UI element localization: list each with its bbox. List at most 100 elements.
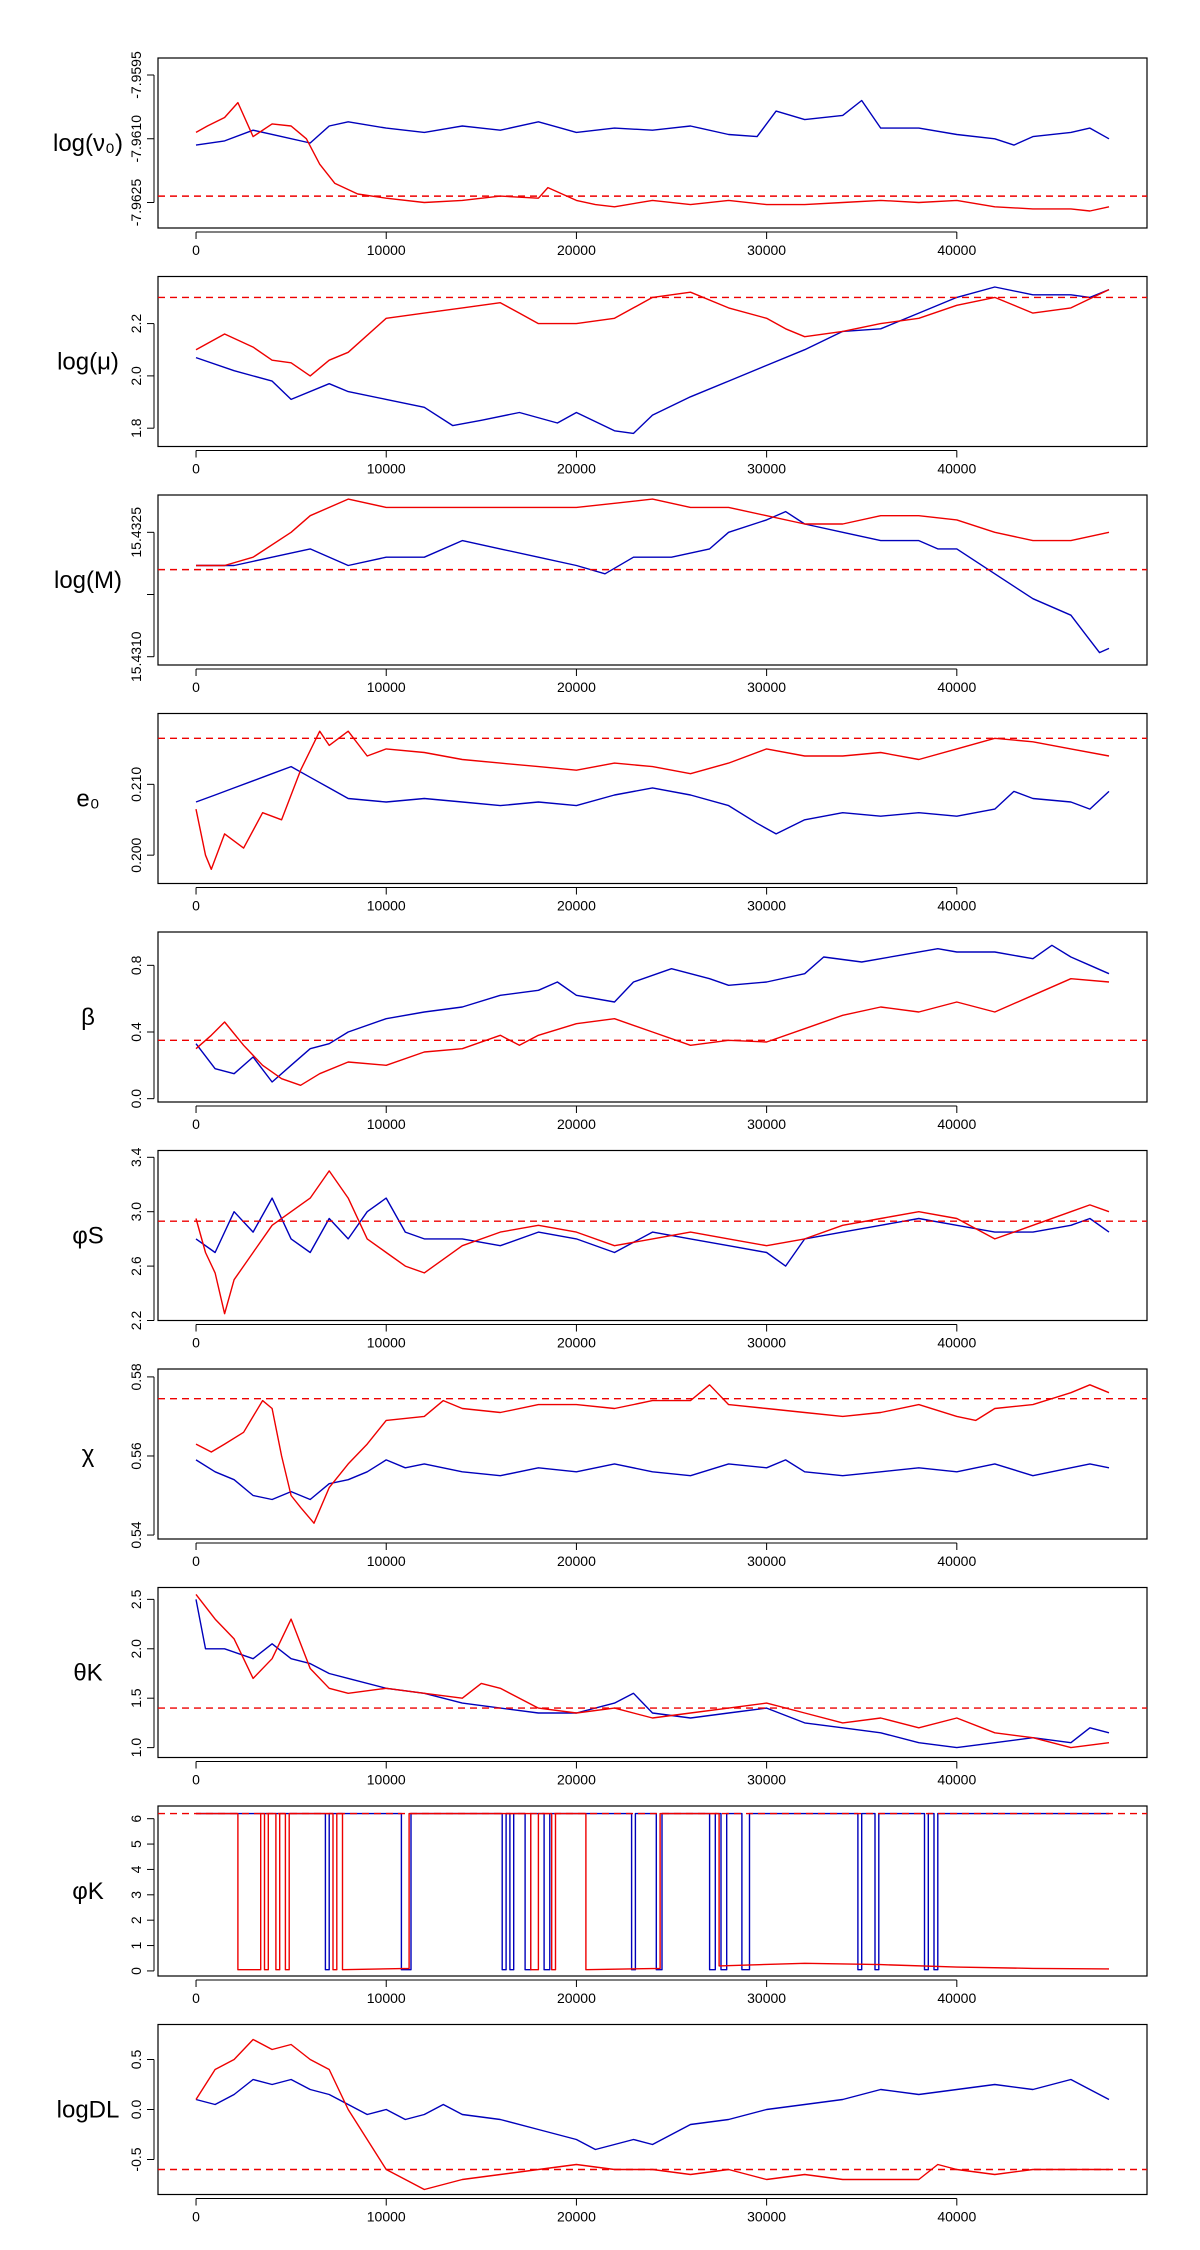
panel-ylabel: log(M)	[54, 567, 122, 594]
x-tick-label: 40000	[937, 1116, 976, 1132]
panel-ylabel: logDL	[57, 2097, 120, 2124]
y-tick-label: 2.0	[128, 366, 144, 386]
x-tick-label: 10000	[367, 1772, 406, 1788]
series-line-chain-2	[195, 1170, 1110, 1315]
x-tick-label: 20000	[557, 242, 596, 258]
series-line-chain-1	[195, 1599, 1110, 1749]
trace-panel-7: 0 10000 20000 30000 40000 1.0 1.5 2.0 2.5 θK	[73, 1586, 1148, 1788]
x-tick-label: 30000	[747, 679, 786, 695]
y-tick-label: 15.4325	[128, 507, 144, 558]
trace-panel-0: 0 10000 20000 30000 40000 -7.9625 -7.9610 -7.95…	[53, 51, 1148, 258]
y-tick-label: 2.2	[128, 1311, 144, 1331]
y-tick-label: 5	[128, 1840, 144, 1848]
plot-frame	[157, 712, 1148, 885]
x-tick-label: 20000	[557, 1335, 596, 1351]
x-tick-label: 10000	[367, 242, 406, 258]
series-line-chain-2	[195, 978, 1110, 1087]
x-tick-label: 40000	[937, 679, 976, 695]
x-tick-label: 30000	[747, 1553, 786, 1569]
x-tick-label: 20000	[557, 2209, 596, 2225]
x-tick-label: 10000	[367, 1116, 406, 1132]
x-tick-label: 30000	[747, 242, 786, 258]
plot-frame	[157, 275, 1148, 448]
y-tick-label: -7.9625	[128, 179, 144, 227]
series-line-chain-2	[195, 2038, 1109, 2191]
y-tick-label: 1.5	[128, 1688, 144, 1708]
y-tick-label: 0.5	[128, 2050, 144, 2070]
x-tick-label: 30000	[747, 898, 786, 914]
x-tick-label: 0	[192, 679, 200, 695]
x-tick-label: 40000	[937, 461, 976, 477]
y-tick-label: 0.210	[128, 767, 144, 802]
trace-panel-8: 0 10000 20000 30000 40000 0 1 2 3 4 5 6 φK	[72, 1805, 1148, 2006]
x-tick-label: 0	[192, 2209, 200, 2225]
panel-ylabel: e₀	[76, 786, 99, 813]
plot-frame	[157, 1368, 1148, 1540]
x-tick-label: 20000	[557, 679, 596, 695]
y-tick-label: 1	[128, 1941, 144, 1949]
y-tick-label: -0.5	[128, 2147, 144, 2171]
y-tick-label: 2.2	[128, 314, 144, 334]
x-tick-label: 40000	[937, 1772, 976, 1788]
y-tick-label: 3.4	[128, 1147, 144, 1167]
y-tick-label: 0.56	[128, 1442, 144, 1469]
x-tick-label: 30000	[747, 1772, 786, 1788]
plot-frame	[157, 1805, 1148, 1977]
y-tick-label: 0.200	[128, 837, 144, 872]
panel-ylabel: χ	[82, 1441, 95, 1468]
series-line-chain-1	[195, 944, 1110, 1083]
panel-ylabel: φS	[72, 1223, 104, 1250]
x-tick-label: 30000	[747, 2209, 786, 2225]
y-tick-label: 4	[128, 1865, 144, 1873]
x-tick-label: 20000	[557, 1116, 596, 1132]
x-tick-label: 0	[192, 1553, 200, 1569]
plot-frame	[157, 2023, 1148, 2196]
x-tick-label: 40000	[937, 242, 976, 258]
x-tick-label: 0	[192, 242, 200, 258]
y-tick-label: 2.6	[128, 1256, 144, 1276]
x-tick-label: 10000	[367, 1990, 406, 2006]
x-tick-label: 40000	[937, 1553, 976, 1569]
y-tick-label: 0.8	[128, 955, 144, 975]
plot-frame	[157, 1586, 1148, 1759]
plot-frame	[157, 494, 1148, 666]
y-tick-label: 0.4	[128, 1022, 144, 1042]
series-line-chain-2	[195, 288, 1110, 377]
y-tick-label: -7.9595	[128, 51, 144, 99]
x-tick-label: 40000	[937, 1335, 976, 1351]
x-tick-label: 10000	[367, 898, 406, 914]
trace-panel-3: 0 10000 20000 30000 40000 0.200 0.210 e₀	[76, 712, 1148, 914]
x-tick-label: 20000	[557, 461, 596, 477]
x-tick-label: 0	[192, 461, 200, 477]
series-line-chain-2	[196, 1812, 1110, 1971]
x-tick-label: 0	[192, 898, 200, 914]
y-tick-label: 3	[128, 1891, 144, 1899]
x-tick-label: 20000	[557, 898, 596, 914]
x-tick-label: 40000	[937, 2209, 976, 2225]
x-tick-label: 10000	[367, 2209, 406, 2225]
y-tick-label: 0.0	[128, 1089, 144, 1109]
series-line-chain-1	[195, 765, 1110, 835]
y-tick-label: 1.8	[128, 418, 144, 438]
x-tick-label: 30000	[747, 1335, 786, 1351]
series-line-chain-1	[195, 2078, 1110, 2151]
y-tick-label: 3.0	[128, 1202, 144, 1222]
y-tick-label: 0.54	[128, 1521, 144, 1548]
y-tick-label: 0.0	[128, 2100, 144, 2120]
y-tick-label: 2.5	[128, 1589, 144, 1609]
plot-frame	[157, 1149, 1148, 1322]
series-line-chain-2	[195, 1593, 1110, 1749]
y-tick-label: -7.9610	[128, 115, 144, 163]
x-tick-label: 20000	[557, 1772, 596, 1788]
x-tick-label: 20000	[557, 1990, 596, 2006]
trace-panel-9: 0 10000 20000 30000 40000 -0.5 0.0 0.5 logDL	[57, 2023, 1148, 2225]
x-tick-label: 10000	[367, 461, 406, 477]
series-line-chain-1	[195, 286, 1110, 435]
x-tick-label: 0	[192, 1116, 200, 1132]
series-line-chain-1	[195, 99, 1110, 146]
x-tick-label: 10000	[367, 679, 406, 695]
y-tick-label: 0.58	[128, 1363, 144, 1390]
trace-panel-4: 0 10000 20000 30000 40000 0.0 0.4 0.8 β	[81, 931, 1148, 1132]
panel-ylabel: log(μ)	[57, 349, 119, 376]
series-line-chain-1	[195, 1459, 1110, 1501]
